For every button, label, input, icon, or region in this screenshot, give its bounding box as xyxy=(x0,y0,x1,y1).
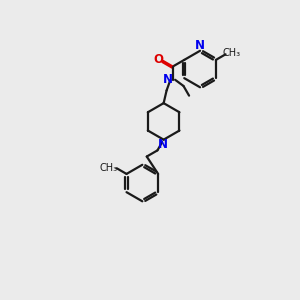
Text: CH₃: CH₃ xyxy=(100,163,118,173)
Text: O: O xyxy=(153,53,164,66)
Text: N: N xyxy=(158,139,168,152)
Text: CH₃: CH₃ xyxy=(223,48,241,58)
Text: N: N xyxy=(163,73,172,86)
Text: N: N xyxy=(195,39,205,52)
